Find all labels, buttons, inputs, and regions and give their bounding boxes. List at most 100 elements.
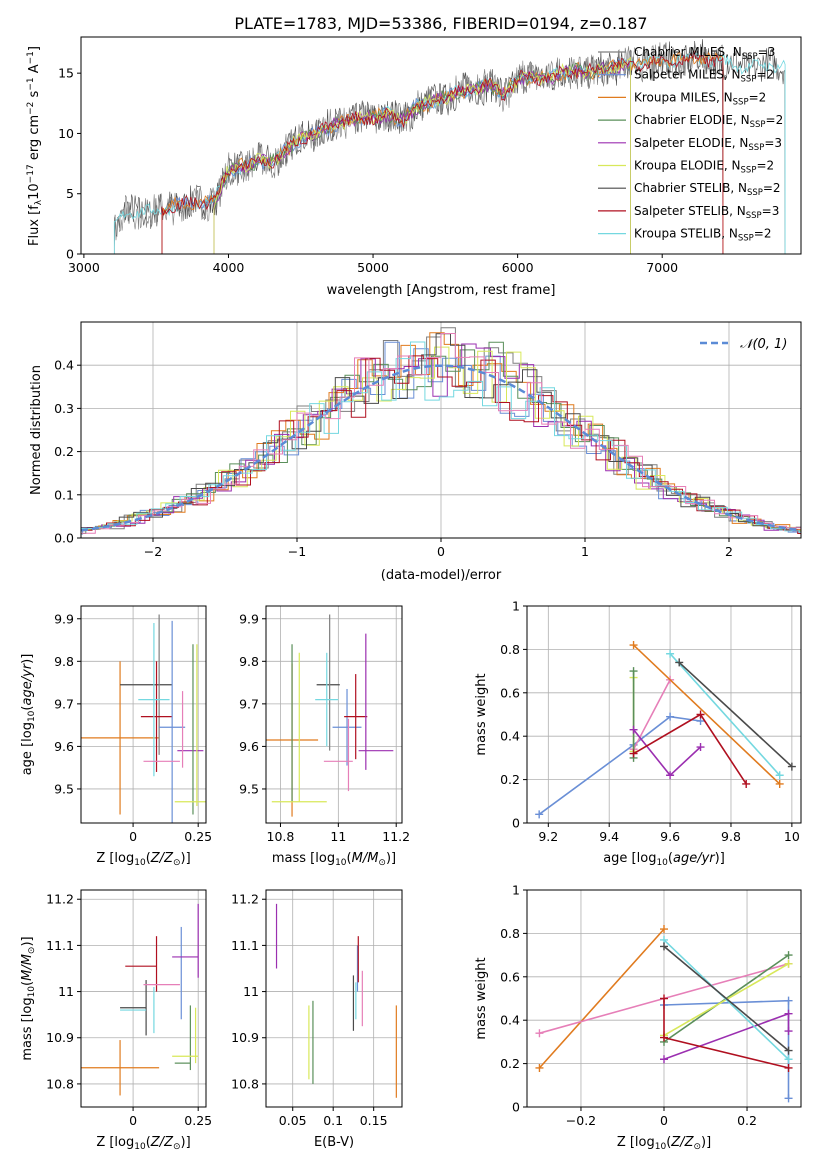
y-tick-label: 0.8 [500, 642, 520, 657]
axes-frame [265, 605, 403, 824]
y-tick-label: 9.8 [239, 654, 259, 669]
age-vs-z-panel: 0 0.25 9.5 9.6 9.7 9.8 9.9 Z [log10(Z/Z⊙)] age [… [20, 605, 212, 868]
y-axis-label: mass weight [474, 957, 489, 1039]
y-tick-label: 11 [243, 984, 259, 999]
series-marker [660, 942, 668, 951]
series-line [669, 653, 781, 776]
y-tick-label: 9.6 [239, 739, 259, 754]
series-marker [675, 658, 684, 667]
x-axis-label: (data-model)/error [381, 568, 502, 583]
x-tick-label: 4000 [213, 260, 245, 275]
series-marker [787, 762, 796, 771]
x-tick-label: 0.05 [279, 1113, 307, 1128]
y-tick-label: 0.8 [500, 926, 520, 941]
histogram-step [81, 355, 801, 534]
series-marker [629, 749, 638, 758]
y-tick-label: 0.4 [500, 729, 520, 744]
y-tick-label: 11.1 [46, 938, 74, 953]
y-tick-label: 1 [512, 883, 520, 898]
histogram-step [81, 333, 801, 534]
series-marker [775, 771, 784, 780]
y-tick-label: 11.2 [46, 892, 74, 907]
series-line [663, 939, 790, 1060]
residuals-panel: −2 −1 0 1 2 0.0 0.1 0.2 0.3 0.4 𝒩(0, 1) (data-model… [29, 321, 802, 583]
x-tick-label: 9.4 [599, 829, 619, 844]
y-tick-label: 9.7 [54, 696, 74, 711]
x-tick-label: −1 [288, 544, 306, 559]
legend-entry: Chabrier MILES, NSSP=3 [634, 45, 775, 62]
series-marker [784, 951, 793, 960]
weight-vs-age-panel: 9.2 9.4 9.6 9.8 10 0 0.2 0.4 0.6 0.8 1 age [log10(a… [474, 599, 802, 868]
y-tick-label: 0.1 [54, 487, 74, 502]
x-tick-label: 3000 [68, 260, 100, 275]
y-tick-label: 11.1 [231, 938, 259, 953]
series-line [538, 715, 701, 815]
x-axis-label: Z [log10(Z/Z⊙)] [617, 1135, 711, 1152]
legend-entry: Chabrier STELIB, NSSP=2 [634, 181, 781, 198]
x-axis-label: wavelength [Angstrom, rest frame] [327, 283, 556, 298]
weight-vs-z-panel: −0.2 0 0.2 0 0.2 0.4 0.6 0.8 1 Z [log10(Z/Z⊙)] mas… [474, 883, 802, 1152]
plot-area [535, 641, 796, 819]
x-tick-label: 0 [660, 1113, 668, 1128]
y-tick-label: 10.9 [231, 1030, 259, 1045]
y-tick-label: 0.2 [500, 1056, 520, 1071]
series-marker [696, 710, 705, 719]
x-axis-label: mass [log10(M/M⊙)] [272, 851, 396, 868]
legend-entry: Kroupa MILES, NSSP=2 [634, 90, 766, 107]
x-tick-label: −2 [144, 544, 162, 559]
x-tick-label: 5000 [357, 260, 389, 275]
y-axis-label: Flux [fλ10−17 erg cm−2 s−1 A−1] [26, 46, 44, 246]
y-tick-label: 0.6 [500, 969, 520, 984]
y-tick-label: 0 [66, 247, 74, 262]
series-line [678, 661, 793, 768]
y-tick-label: 10.8 [46, 1076, 74, 1091]
y-tick-label: 10 [58, 126, 74, 141]
legend-entry: Chabrier ELODIE, NSSP=2 [634, 113, 783, 130]
plot-area [535, 925, 793, 1103]
y-tick-label: 0.2 [54, 444, 74, 459]
series-marker [535, 810, 544, 819]
x-tick-label: 6000 [502, 260, 534, 275]
x-tick-label: 0 [437, 544, 445, 559]
y-axis-label: mass [log10(M/M⊙)] [20, 936, 37, 1060]
legend-entry: Kroupa ELODIE, NSSP=2 [634, 159, 774, 176]
legend: 𝒩(0, 1) [700, 337, 787, 352]
series-line [633, 713, 747, 785]
x-axis-label: age [log10(age/yr)] [603, 851, 725, 868]
x-tick-label: 1 [581, 544, 589, 559]
x-tick-label: 9.8 [721, 829, 741, 844]
y-tick-label: 9.9 [239, 611, 259, 626]
y-tick-label: 0 [512, 1100, 520, 1115]
y-tick-label: 15 [58, 66, 74, 81]
histogram-step [81, 341, 801, 533]
plot-area [113, 39, 786, 254]
age-vs-mass-panel: 10.8 11 11.2 9.5 9.6 9.7 9.8 9.9 mass [log10(M/M… [239, 605, 410, 868]
y-tick-label: 0.0 [54, 531, 74, 546]
legend-entry: 𝒩(0, 1) [740, 337, 787, 352]
x-tick-label: 11.2 [382, 829, 410, 844]
series-marker [784, 1063, 793, 1072]
x-tick-label: 0 [129, 1113, 137, 1128]
series-marker [784, 959, 793, 968]
series-marker [784, 1046, 793, 1055]
spectrum-panel: 3000 4000 5000 6000 7000 0 5 10 15 Chabrier MILES… [26, 36, 802, 298]
axes-frame [265, 889, 403, 1108]
x-tick-label: 7000 [646, 260, 678, 275]
x-axis-label: Z [log10(Z/Z⊙)] [96, 1135, 190, 1152]
x-tick-label: 9.6 [660, 829, 680, 844]
y-tick-label: 0.6 [500, 685, 520, 700]
y-tick-label: 0.3 [54, 401, 74, 416]
legend-entry: Kroupa STELIB, NSSP=2 [634, 227, 772, 244]
series-marker [660, 925, 668, 934]
y-tick-label: 9.8 [54, 654, 74, 669]
x-tick-label: 0.15 [360, 1113, 388, 1128]
axes-frame [526, 605, 802, 824]
x-axis-label: Z [log10(Z/Z⊙)] [96, 851, 190, 868]
y-tick-label: 1 [512, 599, 520, 614]
spectrum-line [213, 56, 631, 254]
mass-vs-z-panel: 0 0.25 10.8 10.9 11 11.1 11.2 Z [log10(Z/Z⊙)] ma… [20, 889, 212, 1152]
x-tick-label: 0.1 [323, 1113, 343, 1128]
y-tick-label: 9.5 [54, 781, 74, 796]
y-tick-label: 9.7 [239, 696, 259, 711]
